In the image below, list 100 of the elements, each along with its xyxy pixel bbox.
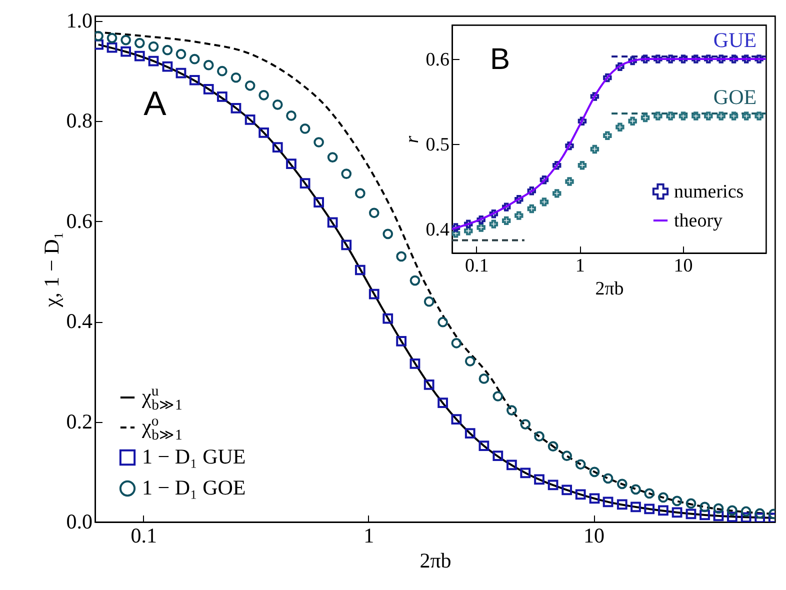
point: [575, 489, 586, 500]
point: [230, 103, 242, 114]
point: [502, 202, 511, 212]
point: [565, 141, 574, 150]
point: [658, 505, 668, 516]
point: [314, 137, 324, 148]
point: [286, 110, 296, 121]
point: [590, 92, 600, 101]
y-tick-label: 0.8: [66, 108, 92, 133]
point: [729, 112, 738, 120]
point: [548, 441, 558, 452]
point: [686, 508, 696, 520]
y-tick-label: 1.0: [66, 8, 92, 33]
point: [272, 100, 283, 110]
point: [478, 440, 490, 452]
point: [438, 316, 448, 328]
point: [644, 504, 655, 514]
point: [716, 112, 726, 120]
point: [424, 296, 434, 307]
point: [700, 510, 710, 520]
point: [666, 54, 675, 64]
point: [590, 144, 600, 154]
x-tick-label: 10: [674, 256, 693, 276]
point: [666, 112, 675, 120]
point: [134, 38, 145, 48]
point: [176, 48, 186, 60]
point: [754, 54, 764, 64]
point: [216, 91, 228, 102]
point: [740, 506, 752, 517]
legend-label: numerics: [674, 182, 744, 202]
point: [716, 54, 726, 64]
point: [742, 54, 751, 64]
point: [489, 210, 498, 218]
point: [552, 161, 562, 170]
point: [452, 229, 460, 238]
point: [258, 128, 270, 138]
point: [562, 450, 572, 462]
x-tick-label: 1: [575, 256, 585, 276]
point: [464, 220, 473, 228]
point: [464, 356, 476, 366]
point: [602, 473, 614, 484]
legend-label: theory: [674, 210, 724, 232]
point: [658, 492, 668, 503]
point: [534, 474, 544, 485]
point: [106, 42, 118, 53]
point: [552, 189, 562, 198]
point: [162, 61, 173, 72]
x-tick-label: 0.1: [465, 256, 489, 276]
point: [713, 510, 724, 522]
point: [451, 338, 462, 348]
point: [628, 116, 637, 126]
annotation: B: [490, 43, 510, 76]
point: [740, 512, 752, 522]
point: [244, 80, 256, 91]
point: [327, 217, 338, 228]
point: [640, 54, 650, 64]
point: [616, 499, 628, 510]
point: [678, 54, 688, 64]
point: [506, 405, 517, 416]
point: [713, 503, 724, 514]
y-tick-label: 0.0: [66, 510, 92, 534]
point: [476, 215, 486, 224]
point: [575, 459, 586, 470]
point: [726, 505, 738, 516]
point: [438, 398, 448, 408]
point: [692, 112, 700, 120]
point: [396, 251, 406, 262]
y-tick-label: 0.4: [426, 220, 450, 241]
point: [520, 468, 531, 478]
x-axis-title: 2πb: [420, 548, 452, 572]
point: [578, 116, 587, 126]
point: [754, 508, 766, 519]
point: [630, 484, 641, 495]
point: [203, 84, 214, 94]
point: [565, 177, 574, 186]
y-tick-label: 0.4: [66, 309, 93, 334]
point: [258, 90, 269, 100]
point: [424, 380, 434, 390]
annotation: GUE: [713, 28, 757, 52]
point: [492, 450, 504, 462]
point: [120, 46, 131, 57]
point: [630, 502, 641, 512]
point: [742, 112, 751, 120]
point: [451, 414, 462, 424]
point: [464, 428, 476, 439]
point: [514, 211, 524, 220]
point: [216, 66, 228, 76]
point: [603, 131, 612, 140]
point: [286, 158, 296, 169]
point: [368, 288, 380, 300]
x-tick-label: 10: [584, 524, 605, 548]
point: [729, 54, 738, 64]
point: [368, 208, 380, 218]
y-tick-label: 0.6: [426, 50, 450, 71]
point: [189, 54, 200, 64]
point: [203, 60, 214, 70]
point: [314, 197, 324, 208]
point: [704, 54, 713, 64]
point: [382, 313, 394, 324]
point: [478, 374, 490, 384]
